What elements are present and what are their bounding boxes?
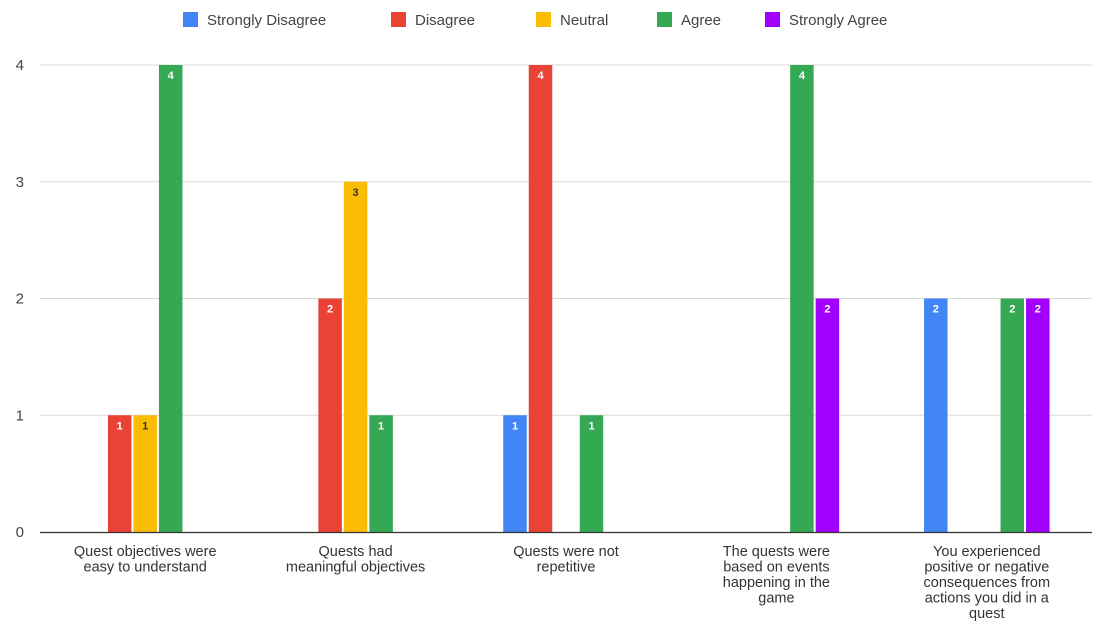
legend-label: Strongly Agree	[789, 12, 887, 29]
y-axis: 0 1 2 3 4	[16, 57, 24, 541]
legend-swatch	[657, 12, 672, 27]
bar-data-label: 2	[824, 304, 830, 316]
x-tick-label: Quest objectives were easy to understand	[74, 544, 217, 576]
bar-data-label: 4	[537, 70, 544, 82]
bar-data-label: 1	[378, 420, 384, 432]
bar	[579, 415, 604, 532]
bar	[343, 181, 368, 532]
bar	[790, 65, 814, 532]
legend: Strongly Disagree Disagree Neutral Agree Str…	[183, 12, 887, 29]
bar-data-label: 1	[117, 420, 123, 432]
legend-swatch	[391, 12, 406, 27]
bar	[1026, 298, 1050, 532]
bar-data-label: 2	[933, 304, 939, 316]
x-axis: Quest objectives were easy to understand Q…	[40, 531, 1092, 622]
legend-label: Neutral	[560, 12, 608, 29]
gridlines	[40, 64, 1092, 416]
x-tick-label: Quests had meaningful objectives	[286, 544, 425, 576]
bar	[1000, 298, 1025, 532]
bar-data-label: 3	[353, 187, 359, 199]
y-tick-label: 4	[16, 57, 24, 74]
bar	[503, 415, 527, 532]
y-tick-label: 3	[16, 174, 24, 191]
legend-swatch	[536, 12, 551, 27]
x-tick-label: You experienced positive or negative conse…	[924, 544, 1051, 622]
bar	[158, 65, 183, 532]
bar-data-label: 2	[1035, 304, 1041, 316]
bar-data-label: 1	[588, 420, 594, 432]
bar	[369, 415, 393, 532]
legend-label: Strongly Disagree	[207, 12, 326, 29]
legend-swatch	[183, 12, 198, 27]
bar	[318, 298, 342, 532]
y-tick-label: 0	[16, 524, 24, 541]
bar	[815, 298, 840, 532]
y-tick-label: 1	[16, 407, 24, 424]
bar-data-label: 2	[327, 304, 333, 316]
bar	[924, 298, 948, 532]
x-tick-label: The quests were based on events happening …	[723, 544, 830, 607]
legend-label: Disagree	[415, 12, 475, 29]
bar-data-label: 1	[512, 420, 518, 432]
bar-data-label: 2	[1009, 304, 1015, 316]
y-tick-label: 2	[16, 291, 24, 308]
bar-data-label: 4	[799, 70, 806, 82]
legend-swatch	[765, 12, 780, 27]
bar	[528, 65, 553, 532]
bars: 1 1 4 2 3 1 1 4 1 4 2 2 2 2	[107, 65, 1050, 532]
bar	[107, 415, 132, 532]
bar-data-label: 1	[142, 420, 148, 432]
bar	[133, 415, 157, 532]
legend-label: Agree	[681, 12, 721, 29]
x-tick-label: Quests were not repetitive	[513, 544, 619, 576]
bar-data-label: 4	[168, 70, 175, 82]
